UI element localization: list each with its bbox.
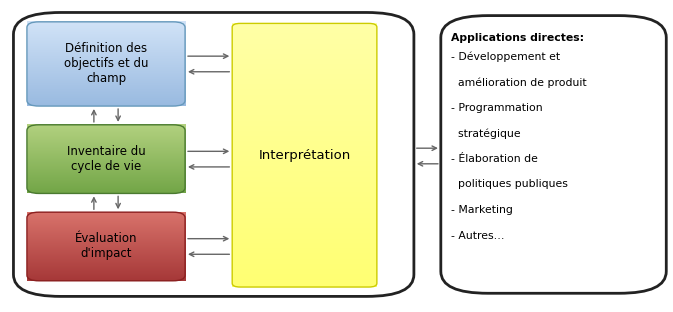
FancyBboxPatch shape: [441, 16, 666, 293]
Text: Interprétation: Interprétation: [258, 149, 351, 162]
Text: Applications directes:: Applications directes:: [451, 33, 584, 43]
Text: - Développement et: - Développement et: [451, 51, 560, 62]
Text: Évaluation
d'impact: Évaluation d'impact: [75, 232, 137, 261]
Text: - Programmation: - Programmation: [451, 103, 542, 113]
FancyBboxPatch shape: [13, 12, 414, 296]
Text: - Élaboration de: - Élaboration de: [451, 154, 538, 164]
Text: - Marketing: - Marketing: [451, 205, 513, 215]
Text: Définition des
objectifs et du
champ: Définition des objectifs et du champ: [64, 42, 148, 85]
Text: politiques publiques: politiques publiques: [451, 179, 568, 189]
Text: amélioration de produit: amélioration de produit: [451, 77, 587, 88]
Text: Inventaire du
cycle de vie: Inventaire du cycle de vie: [67, 145, 145, 173]
Text: stratégique: stratégique: [451, 128, 520, 139]
Text: - Autres…: - Autres…: [451, 231, 504, 241]
